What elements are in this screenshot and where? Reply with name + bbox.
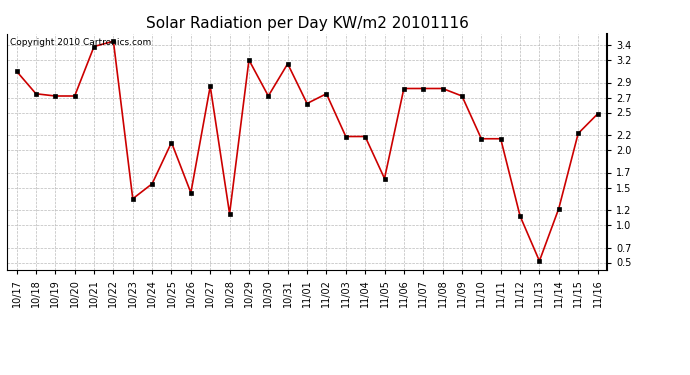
Title: Solar Radiation per Day KW/m2 20101116: Solar Radiation per Day KW/m2 20101116 [146,16,469,31]
Text: Copyright 2010 Cartronics.com: Copyright 2010 Cartronics.com [10,39,151,48]
